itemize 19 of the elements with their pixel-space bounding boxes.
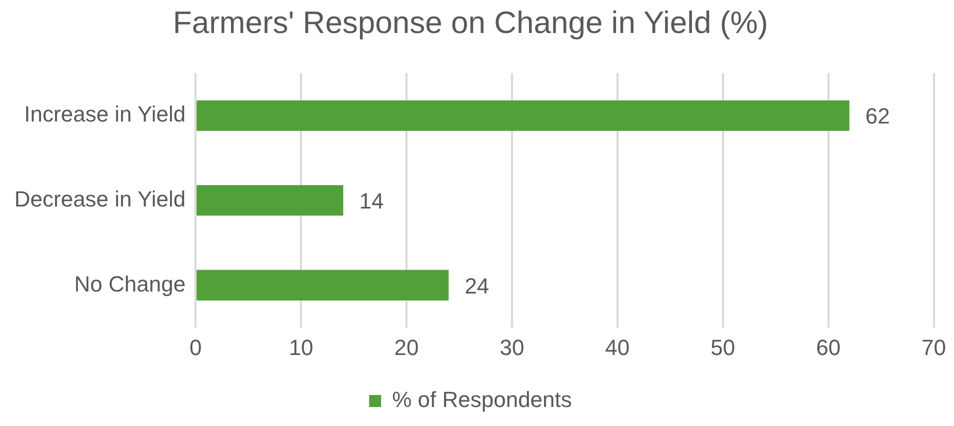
x-tick-label: 10 [288, 334, 314, 360]
x-tick-label: 60 [816, 334, 841, 360]
data-label: 24 [464, 273, 490, 298]
data-label: 14 [359, 188, 384, 214]
y-tick-label: Decrease in Yield [14, 186, 186, 212]
x-tick-label: 30 [500, 334, 524, 360]
bar [196, 100, 850, 131]
x-tick-label: 20 [394, 334, 419, 360]
x-tick-label: 0 [189, 334, 202, 360]
data-label: 62 [865, 104, 890, 129]
x-tick-label: 40 [605, 334, 630, 360]
bar [196, 270, 449, 300]
legend-label: % of Respondents [392, 387, 572, 412]
bar [196, 185, 344, 216]
y-tick-label: Increase in Yield [24, 102, 186, 127]
y-tick-label: No Change [74, 271, 186, 296]
chart-title: Farmers' Response on Change in Yield (%) [172, 5, 768, 40]
x-tick-label: 50 [710, 334, 736, 360]
x-tick-label: 70 [922, 334, 946, 360]
